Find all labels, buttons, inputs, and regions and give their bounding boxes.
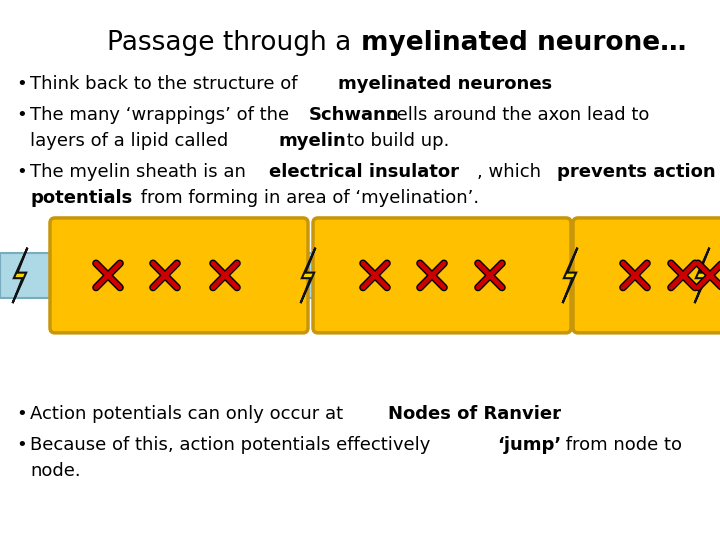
Text: from forming in area of ‘myelination’.: from forming in area of ‘myelination’. <box>135 189 479 207</box>
FancyBboxPatch shape <box>313 218 571 333</box>
Polygon shape <box>562 248 577 303</box>
Text: , which: , which <box>477 163 547 181</box>
Text: .: . <box>536 75 542 92</box>
Text: prevents action: prevents action <box>557 163 715 181</box>
Text: Because of this, action potentials effectively: Because of this, action potentials effec… <box>30 436 436 454</box>
Text: electrical insulator: electrical insulator <box>269 163 459 181</box>
Text: Action potentials can only occur at: Action potentials can only occur at <box>30 405 349 423</box>
Polygon shape <box>300 248 315 303</box>
FancyBboxPatch shape <box>573 218 720 333</box>
Text: Passage through a: Passage through a <box>107 30 360 56</box>
Text: •: • <box>16 163 27 181</box>
FancyBboxPatch shape <box>50 218 308 333</box>
Text: Think back to the structure of: Think back to the structure of <box>30 75 304 92</box>
Text: node.: node. <box>30 462 81 480</box>
Text: layers of a lipid called: layers of a lipid called <box>30 132 234 150</box>
Text: •: • <box>16 405 27 423</box>
Polygon shape <box>695 248 709 303</box>
Text: The myelin sheath is an: The myelin sheath is an <box>30 163 252 181</box>
Bar <box>0 253 720 298</box>
Text: myelinated neurones: myelinated neurones <box>338 75 552 92</box>
Text: myelin: myelin <box>279 132 346 150</box>
Text: to build up.: to build up. <box>341 132 449 150</box>
Text: from node to: from node to <box>559 436 682 454</box>
Text: Schwann: Schwann <box>308 106 399 124</box>
Text: •: • <box>16 75 27 92</box>
Text: The many ‘wrappings’ of the: The many ‘wrappings’ of the <box>30 106 295 124</box>
Polygon shape <box>12 248 27 303</box>
Text: ‘jump’: ‘jump’ <box>497 436 561 454</box>
Text: •: • <box>16 436 27 454</box>
Text: cells around the axon lead to: cells around the axon lead to <box>382 106 649 124</box>
Text: myelinated neurone…: myelinated neurone… <box>361 30 687 56</box>
Text: Nodes of Ranvier: Nodes of Ranvier <box>388 405 561 423</box>
Text: •: • <box>16 106 27 124</box>
Text: potentials: potentials <box>30 189 132 207</box>
Text: .: . <box>554 405 560 423</box>
